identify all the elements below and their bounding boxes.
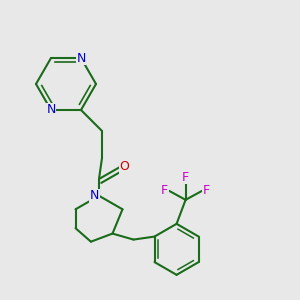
Text: F: F [203, 184, 210, 197]
Text: N: N [46, 103, 56, 116]
Text: O: O [120, 160, 129, 173]
Text: N: N [90, 189, 99, 202]
Text: N: N [76, 52, 86, 64]
Text: F: F [182, 171, 189, 184]
Text: F: F [161, 184, 168, 197]
